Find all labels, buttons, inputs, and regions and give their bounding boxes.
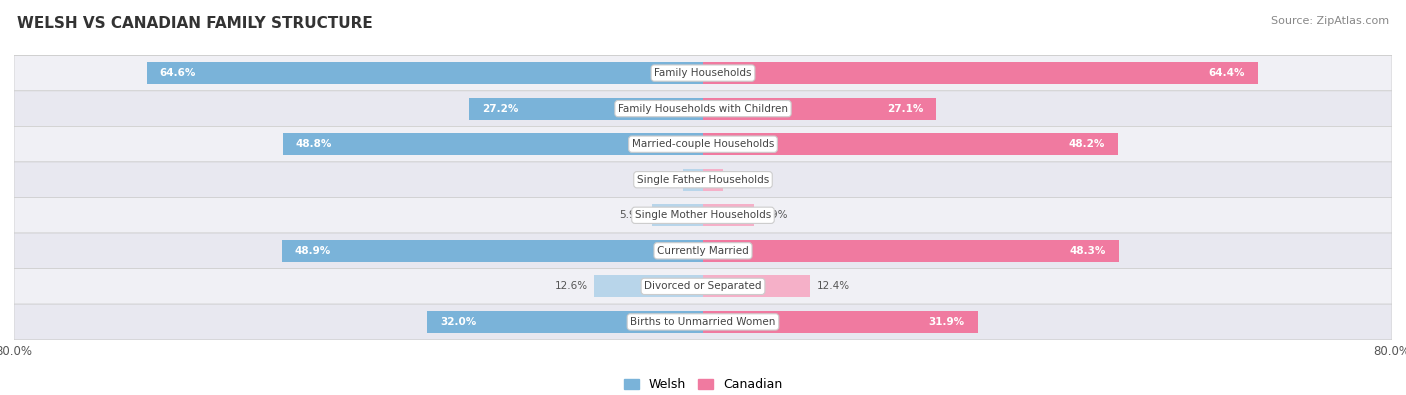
FancyBboxPatch shape (14, 55, 1392, 91)
FancyBboxPatch shape (14, 233, 1392, 269)
Text: Currently Married: Currently Married (657, 246, 749, 256)
Text: 5.9%: 5.9% (761, 210, 787, 220)
Text: Family Households with Children: Family Households with Children (619, 103, 787, 114)
Text: Births to Unmarried Women: Births to Unmarried Women (630, 317, 776, 327)
Text: 31.9%: 31.9% (929, 317, 965, 327)
Bar (283, 133, 703, 155)
Bar (703, 169, 723, 191)
Text: 12.4%: 12.4% (817, 281, 849, 292)
FancyBboxPatch shape (14, 304, 1392, 340)
Bar (281, 240, 703, 262)
Bar (427, 311, 703, 333)
Bar (703, 133, 1118, 155)
Bar (703, 311, 977, 333)
FancyBboxPatch shape (14, 162, 1392, 198)
FancyBboxPatch shape (14, 91, 1392, 126)
Text: Family Households: Family Households (654, 68, 752, 78)
Text: 2.3%: 2.3% (650, 175, 676, 185)
Text: 64.6%: 64.6% (160, 68, 195, 78)
Text: Source: ZipAtlas.com: Source: ZipAtlas.com (1271, 16, 1389, 26)
Bar (703, 240, 1119, 262)
Text: 48.2%: 48.2% (1069, 139, 1105, 149)
Text: WELSH VS CANADIAN FAMILY STRUCTURE: WELSH VS CANADIAN FAMILY STRUCTURE (17, 16, 373, 31)
Bar (146, 62, 703, 84)
Text: 64.4%: 64.4% (1208, 68, 1244, 78)
Text: 5.9%: 5.9% (619, 210, 645, 220)
Bar (703, 62, 1257, 84)
Bar (652, 204, 703, 226)
Text: 48.8%: 48.8% (295, 139, 332, 149)
Text: Single Father Households: Single Father Households (637, 175, 769, 185)
FancyBboxPatch shape (14, 198, 1392, 233)
Text: Married-couple Households: Married-couple Households (631, 139, 775, 149)
Text: Divorced or Separated: Divorced or Separated (644, 281, 762, 292)
FancyBboxPatch shape (14, 269, 1392, 304)
Bar (468, 98, 703, 120)
Text: 48.9%: 48.9% (295, 246, 330, 256)
Bar (683, 169, 703, 191)
Legend: Welsh, Canadian: Welsh, Canadian (619, 373, 787, 395)
Text: 32.0%: 32.0% (440, 317, 477, 327)
Text: 2.3%: 2.3% (730, 175, 756, 185)
Bar (595, 275, 703, 297)
Text: 12.6%: 12.6% (554, 281, 588, 292)
Text: 48.3%: 48.3% (1070, 246, 1107, 256)
FancyBboxPatch shape (14, 126, 1392, 162)
Bar (703, 275, 810, 297)
Text: 27.2%: 27.2% (482, 103, 517, 114)
Bar (703, 98, 936, 120)
Bar (703, 204, 754, 226)
Text: 27.1%: 27.1% (887, 103, 924, 114)
Text: Single Mother Households: Single Mother Households (636, 210, 770, 220)
